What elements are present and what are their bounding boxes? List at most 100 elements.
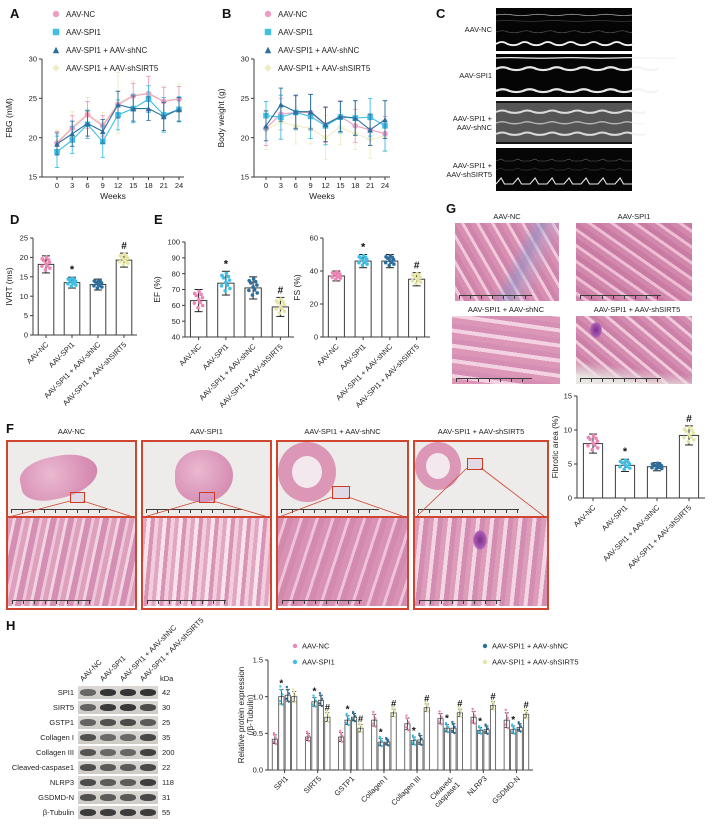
data-dot (656, 465, 661, 470)
data-dot (512, 732, 516, 735)
bar (344, 719, 351, 771)
data-dot (525, 717, 529, 720)
data-dot (691, 431, 696, 435)
heart-section-image (8, 442, 135, 518)
tissue-zoom-image (415, 518, 547, 606)
data-dot (360, 731, 363, 734)
data-dot (379, 737, 382, 741)
kda-value: 25 (162, 718, 171, 727)
data-dot (272, 731, 276, 735)
data-dot (274, 742, 278, 746)
bar (437, 718, 444, 771)
data-dot (457, 713, 460, 717)
scale-ruler (282, 600, 362, 604)
data-dot (247, 288, 251, 293)
blot-band (120, 733, 136, 741)
blot-band (80, 733, 96, 741)
data-dot (278, 699, 282, 703)
data-dot (450, 729, 454, 733)
y-tick-label: 1.0 (253, 692, 263, 701)
y-axis-label: Body weight (g) (216, 88, 226, 147)
blot-band (80, 808, 96, 816)
data-dot (324, 718, 328, 722)
data-dot (418, 275, 423, 280)
legend-label: AAV-SPI1 (278, 28, 314, 37)
data-dot (471, 707, 474, 711)
blot-band (140, 703, 156, 711)
kda-value: 200 (162, 748, 175, 757)
triangle-marker (115, 101, 121, 108)
y-tick-label: 15 (20, 272, 28, 281)
echo-trace (495, 41, 635, 47)
bar (483, 729, 490, 771)
blot-band (80, 748, 96, 756)
bar (381, 260, 399, 338)
echo-trace (495, 30, 641, 34)
significance-hash: # (523, 700, 529, 711)
histology-box (276, 440, 409, 610)
data-dot (411, 741, 414, 745)
data-dot (305, 730, 309, 734)
blot-lane-strip (78, 701, 158, 714)
data-dot (92, 279, 97, 283)
data-dot (287, 700, 290, 703)
bar (456, 712, 463, 771)
data-dot (440, 723, 443, 726)
bar (510, 729, 517, 771)
histology-column-label: AAV-NC (57, 427, 86, 436)
y-tick-label: 40 (172, 333, 180, 342)
bar (646, 466, 668, 499)
data-dot (471, 719, 474, 722)
data-dot (319, 694, 322, 697)
data-dot (504, 723, 507, 726)
fibrotic-area-bar-chart: 0 5 10 15 Fibrotic area (%) AAV-NC * AAV-SPI1AA… (550, 392, 705, 571)
heart-section-image (415, 442, 547, 518)
significance-hash: # (424, 694, 430, 705)
x-category-label: GSTP1 (332, 774, 356, 798)
section-ruler (11, 509, 107, 513)
inset-rect (199, 492, 215, 503)
x-tick-label: 21 (160, 181, 168, 190)
x-tick-label: 6 (85, 181, 89, 190)
data-dot (294, 701, 297, 704)
data-dot (618, 459, 623, 464)
blot-protein-label: SIRT5 (52, 703, 74, 712)
legend-label: AAV-NC (278, 10, 307, 19)
blot-band (120, 763, 136, 771)
data-dot (485, 725, 488, 728)
data-dot (314, 705, 317, 708)
y-tick-label: 90 (172, 253, 180, 262)
blot-band (140, 808, 156, 816)
x-category-label: AAV-NC (177, 342, 203, 368)
y-tick-label: 20 (29, 133, 37, 142)
data-dot (255, 283, 259, 287)
y-tick-label: 25 (241, 94, 249, 103)
y-tick-label: 0 (568, 494, 572, 503)
data-dot (446, 725, 450, 729)
data-dot (196, 297, 201, 302)
significance-star: * (478, 716, 482, 727)
data-dot (353, 720, 357, 723)
blot-band (100, 793, 116, 801)
data-dot (405, 714, 408, 717)
bar (477, 730, 484, 771)
triangle-marker (352, 115, 359, 121)
data-dot (418, 280, 423, 285)
x-tick-label: 9 (101, 181, 105, 190)
data-dot (357, 255, 362, 259)
blot-band (120, 703, 136, 711)
bar (443, 727, 450, 771)
blot-band (80, 778, 96, 786)
data-dot (285, 685, 289, 689)
blot-protein-label: Collagen III (36, 748, 74, 757)
kda-value: 55 (162, 808, 171, 817)
data-dot (519, 730, 522, 733)
blot-lane-strip (78, 686, 158, 699)
data-dot (472, 710, 475, 714)
legend-label: AAV-SPI1 + AAV-shNC (278, 46, 360, 55)
data-dot (224, 280, 228, 284)
data-dot (389, 260, 394, 265)
panel-e-label: E (154, 212, 163, 227)
data-dot (690, 428, 694, 432)
data-dot (327, 714, 330, 718)
